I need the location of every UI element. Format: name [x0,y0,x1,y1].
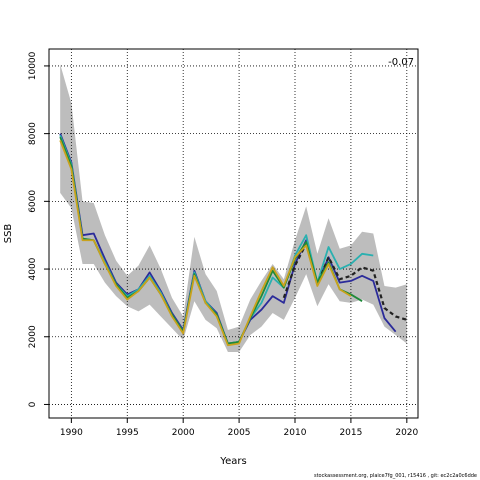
series-line-1 [59,133,397,345]
y-tick-label: 2000 [28,325,38,348]
x-tick-label: 2020 [395,428,418,438]
y-tick-label: 8000 [28,122,38,145]
series-line-3 [282,242,408,321]
x-tick-label: 2010 [284,428,307,438]
confidence-band [60,64,407,352]
confidence-band-layer [60,64,407,352]
x-tick-label: 2015 [339,428,362,438]
series-layer [59,133,408,347]
axes-layer: 1990 1995 2000 2005 2010 2015 2020 0 2000 4000 600… [28,51,419,438]
y-tick-label: 10000 [28,51,38,80]
y-tick-label: 0 [28,401,38,407]
rho-annotation: -0.07 [388,57,414,68]
x-tick-label: 2005 [228,428,251,438]
y-axis-title: SSB [3,224,14,244]
y-tick-label: 4000 [28,257,38,280]
plot-frame [48,48,419,419]
footer-credit: stockassessment.org, plaice7fg_001, r154… [313,473,477,479]
x-tick-label: 1990 [60,428,83,438]
x-tick-label: 1995 [116,428,139,438]
x-tick-label: 2000 [172,428,195,438]
x-axis-title: Years [219,456,246,467]
y-tick-label: 6000 [28,190,38,213]
series-line-5 [59,140,352,347]
